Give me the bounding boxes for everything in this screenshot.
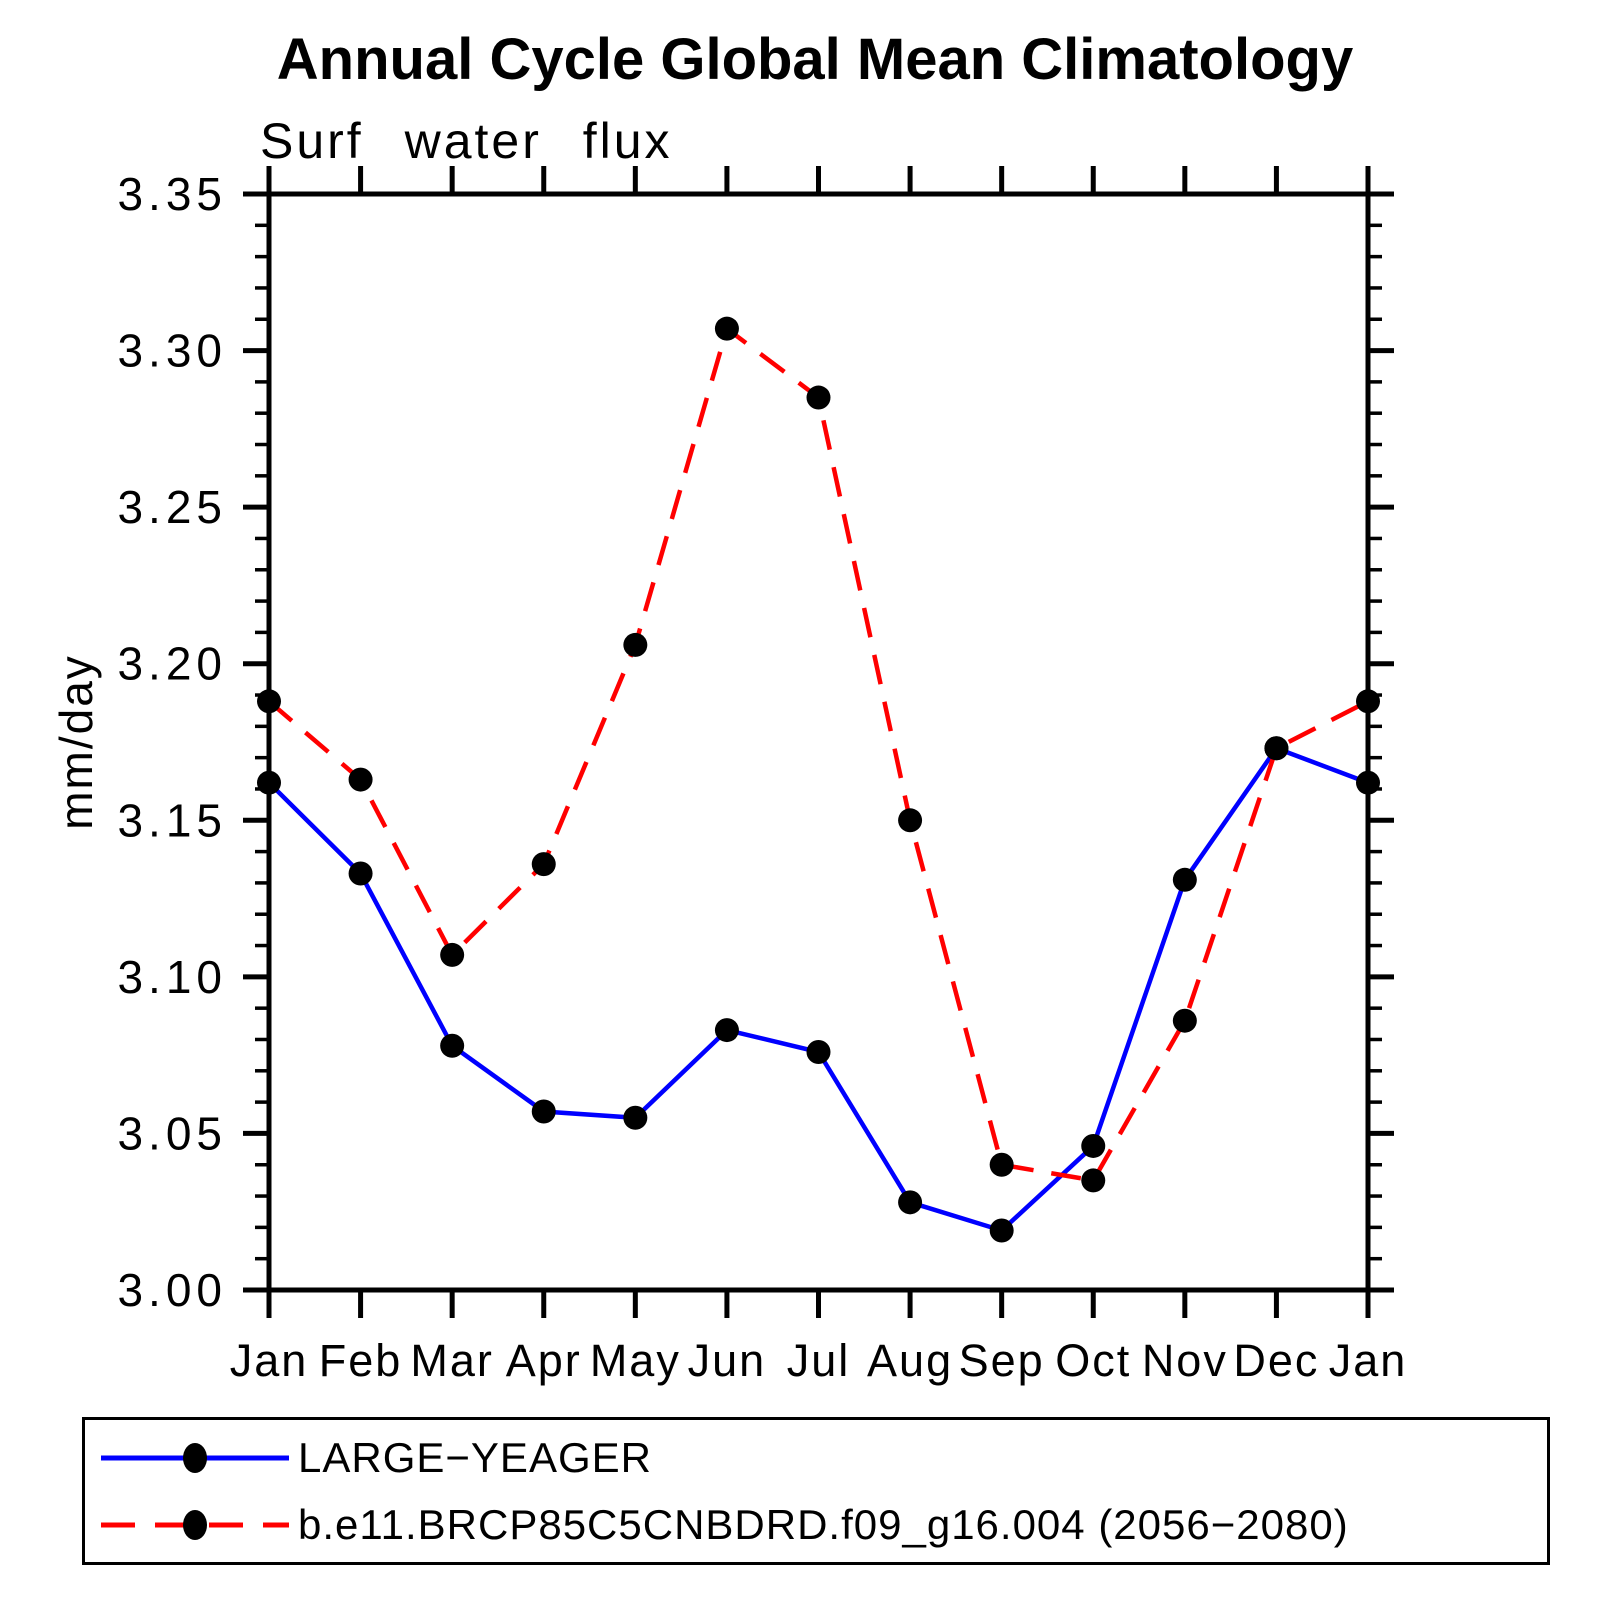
data-point-marker	[1172, 1008, 1197, 1033]
y-tick-label: 3.35	[117, 168, 227, 220]
legend-item-model-run: b.e11.BRCP85C5CNBDRD.f09_g16.004 (2056−2…	[93, 1493, 1547, 1557]
legend-swatch-dashed	[101, 1509, 289, 1540]
data-point-marker	[348, 767, 373, 792]
x-tick-label: Mar	[410, 1335, 494, 1386]
y-axis-major-ticks: 3.00 3.05 3.10 3.15 3.20 3.25 3.30 3.35	[117, 168, 1394, 1316]
legend-item-large-yeager: LARGE−YEAGER	[93, 1426, 1547, 1490]
chart-title: Annual Cycle Global Mean Climatology	[276, 27, 1354, 92]
data-point-marker	[440, 942, 465, 967]
data-point-marker	[898, 1190, 923, 1215]
x-axis-labels: Jan Feb Mar Apr May Jun Jul Aug Sep Oct Nov Dec Jan	[230, 1335, 1408, 1386]
legend-marker-dot	[183, 1509, 207, 1540]
x-tick-label: May	[590, 1335, 681, 1386]
y-tick-label: 3.30	[117, 325, 227, 377]
x-tick-label: Aug	[867, 1335, 953, 1386]
chart-subtitle: Surf water flux	[260, 113, 673, 169]
data-point-marker	[806, 1040, 831, 1065]
data-point-marker	[714, 316, 739, 341]
y-axis-minor-ticks	[255, 223, 1382, 1261]
x-tick-label: Nov	[1142, 1335, 1228, 1386]
data-point-marker	[440, 1033, 465, 1058]
y-tick-label: 3.15	[117, 794, 227, 846]
y-tick-label: 3.20	[117, 638, 227, 690]
data-point-marker	[531, 1099, 556, 1124]
x-tick-label: Dec	[1233, 1335, 1319, 1386]
data-point-marker	[714, 1018, 739, 1043]
legend-marker-dot	[183, 1442, 207, 1473]
data-point-marker	[806, 385, 831, 410]
legend-swatch-solid	[101, 1442, 289, 1473]
y-tick-label: 3.10	[117, 951, 227, 1003]
x-tick-label: Feb	[319, 1335, 403, 1386]
data-point-marker	[1081, 1133, 1106, 1158]
x-tick-label: Oct	[1055, 1335, 1131, 1386]
data-point-marker	[623, 632, 648, 657]
x-tick-label: Jun	[688, 1335, 767, 1386]
x-tick-label: Apr	[506, 1335, 582, 1386]
data-point-marker	[257, 689, 281, 714]
data-point-marker	[257, 770, 281, 795]
data-point-marker	[1081, 1168, 1106, 1193]
data-point-marker	[1264, 736, 1289, 761]
x-tick-label: Jul	[787, 1335, 851, 1386]
y-tick-label: 3.05	[117, 1107, 227, 1159]
legend-box: LARGE−YEAGER b.e11.BRCP85C5CNBDRD.f09_g1…	[82, 1417, 1550, 1565]
data-point-marker	[348, 861, 373, 886]
series-large-yeager	[257, 736, 1380, 1243]
data-point-marker	[1356, 689, 1380, 714]
legend-label-large-yeager: LARGE−YEAGER	[298, 1433, 652, 1481]
x-tick-label: Sep	[959, 1335, 1045, 1386]
data-point-marker	[1356, 770, 1380, 795]
data-point-marker	[623, 1105, 648, 1130]
axis-frame	[266, 191, 1371, 1293]
y-tick-label: 3.25	[117, 481, 227, 533]
data-point-marker	[898, 808, 923, 833]
x-tick-label: Jan	[230, 1335, 309, 1386]
x-axis-ticks	[266, 166, 1371, 1318]
series-line	[267, 745, 1369, 1234]
data-point-marker	[989, 1152, 1014, 1177]
data-point-marker	[1172, 867, 1197, 892]
y-tick-label: 3.00	[117, 1264, 227, 1316]
data-point-marker	[989, 1218, 1014, 1243]
x-tick-label: Jan	[1329, 1335, 1408, 1386]
series-model-run	[257, 316, 1380, 1193]
legend-label-model-run: b.e11.BRCP85C5CNBDRD.f09_g16.004 (2056−2…	[298, 1500, 1349, 1548]
data-point-marker	[531, 852, 556, 877]
